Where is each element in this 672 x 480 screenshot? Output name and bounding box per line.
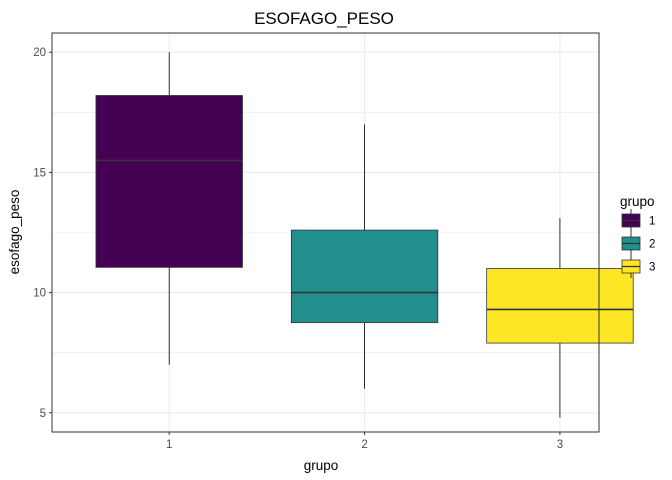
plot-area: 5 10 15 20 1 2 3: [33, 32, 634, 451]
legend-label-3: 3: [649, 262, 655, 274]
legend-label-2: 2: [649, 239, 655, 251]
box-group-2: [290, 124, 439, 389]
y-tick-label: 5: [40, 408, 46, 420]
y-tick-label: 20: [33, 47, 46, 59]
legend: grupo 1 2 3: [620, 194, 655, 278]
legend-key-2: [621, 232, 641, 255]
box-group-3: [486, 218, 634, 418]
x-axis-title: grupo: [304, 458, 339, 473]
box-group-1: [95, 52, 243, 365]
legend-label-1: 1: [649, 216, 655, 228]
y-tick-label: 10: [33, 288, 46, 300]
panel-border: [51, 32, 600, 433]
legend-key-3: [621, 255, 641, 278]
y-tick-label: 15: [33, 167, 46, 179]
box-1: [95, 95, 243, 268]
box-2: [290, 229, 439, 324]
legend-key-1: [621, 209, 641, 232]
x-tick-label: 2: [361, 439, 367, 451]
legend-title: grupo: [620, 194, 655, 209]
x-tick-label: 1: [166, 439, 172, 451]
x-tick-label: 3: [557, 439, 563, 451]
y-axis-title: esofago_peso: [7, 190, 22, 275]
chart-title: ESOFAGO_PESO: [254, 9, 394, 28]
box-3: [486, 268, 634, 344]
